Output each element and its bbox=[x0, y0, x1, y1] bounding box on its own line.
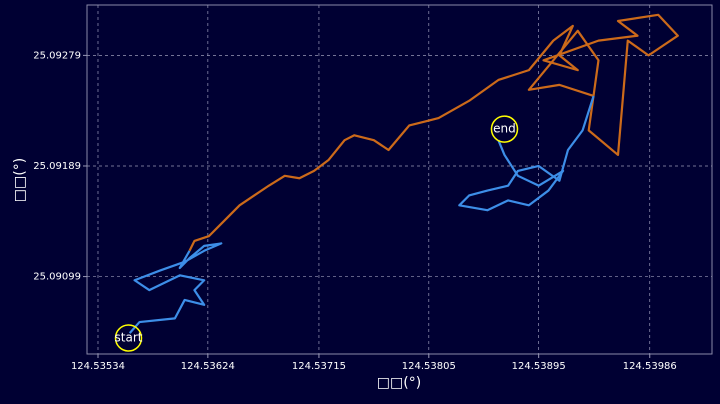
y-axis-label: □□(°) bbox=[12, 158, 28, 202]
x-tick-label: 124.53895 bbox=[512, 361, 566, 372]
x-tick-label: 124.53534 bbox=[71, 361, 125, 372]
y-tick-label: 25.09189 bbox=[33, 161, 81, 172]
annotation-marker bbox=[490, 115, 519, 143]
x-axis-label: □□(°) bbox=[377, 375, 421, 391]
y-tick-label: 25.09099 bbox=[33, 272, 81, 283]
annotation-label: start bbox=[115, 331, 143, 345]
x-tick-label: 124.53805 bbox=[402, 361, 456, 372]
x-tick-label: 124.53715 bbox=[292, 361, 346, 372]
x-tick-label: 124.53624 bbox=[181, 361, 235, 372]
plot-frame bbox=[86, 4, 713, 355]
trajectory-line bbox=[188, 13, 679, 252]
y-tick-label: 25.09279 bbox=[33, 50, 81, 61]
x-tick-label: 124.53986 bbox=[623, 361, 677, 372]
trajectory-line bbox=[128, 242, 223, 334]
annotation-label: end bbox=[493, 122, 516, 136]
trajectory-line bbox=[458, 95, 595, 212]
annotation-marker bbox=[114, 324, 143, 352]
